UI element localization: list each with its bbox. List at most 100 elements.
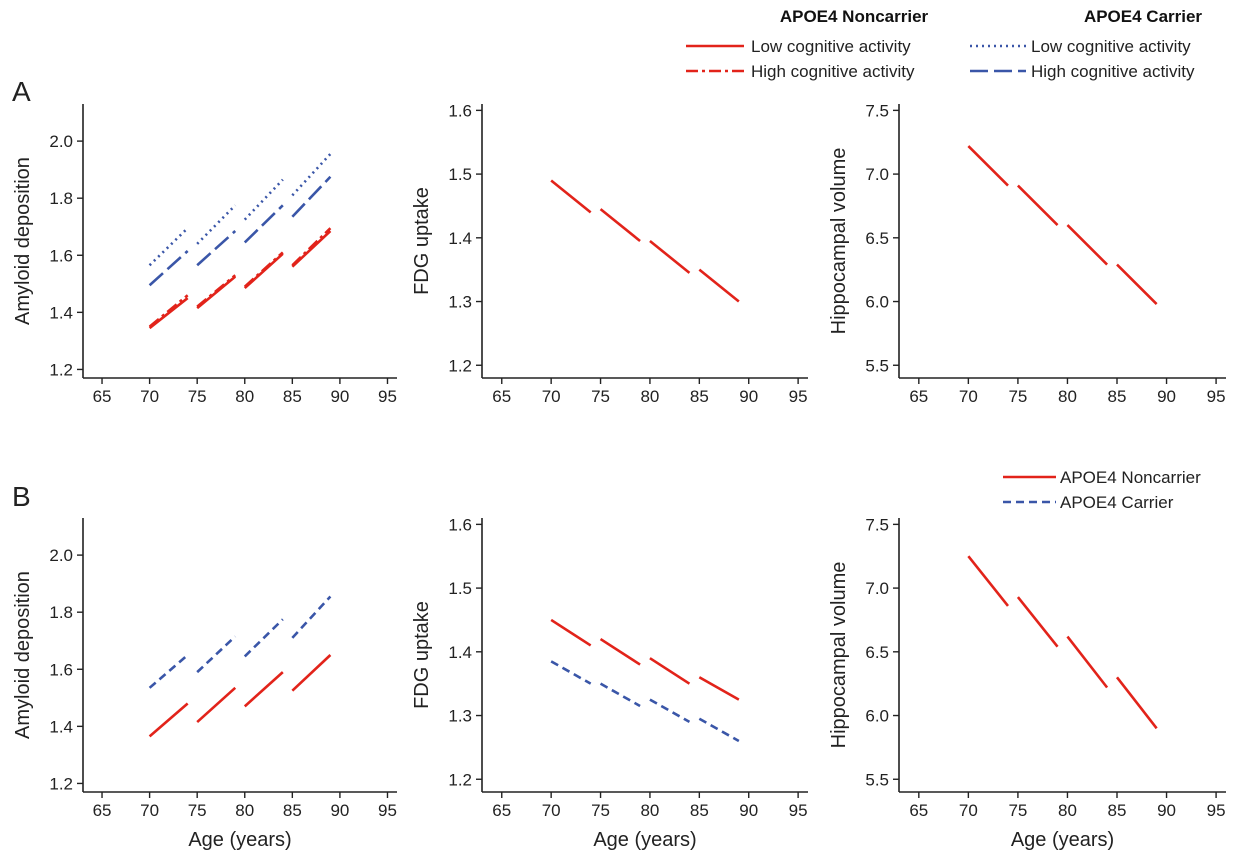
x-tick-label: 85 (283, 387, 302, 406)
line-segment-noncarrier (698, 676, 740, 701)
y-axis-title: Amyloid deposition (12, 157, 34, 325)
line-segment-noncarrier (291, 654, 332, 692)
line-segment-carrier (649, 698, 691, 724)
x-tick-label: 65 (492, 801, 511, 820)
x-axis-title: Age (years) (1011, 829, 1114, 851)
series-carrier-dotted (148, 153, 332, 267)
line-segment-carrier (550, 660, 592, 685)
line-segment-noncarrier (967, 555, 1010, 607)
x-tick-label: 90 (330, 387, 349, 406)
line-segment-noncarrier (550, 618, 592, 647)
chart-a2: 65 70 75 80 85 90 95 1.2 1.3 1.4 1.5 1.6 FDG uptake (411, 101, 808, 406)
y-tick-label: 1.8 (49, 603, 73, 622)
panel-label-a: A (12, 76, 31, 107)
line-segment-noncarrier (550, 179, 592, 214)
legend-a: APOE4 Noncarrier APOE4 Carrier Low cogni… (686, 7, 1202, 81)
legend-b-carrier-label: APOE4 Carrier (1060, 493, 1174, 512)
line-segment-noncarrier (1016, 596, 1059, 648)
y-tick-label: 2.0 (49, 132, 73, 151)
x-tick-label: 95 (1207, 801, 1226, 820)
y-tick-label: 6.5 (865, 643, 889, 662)
line-segment-carrier (196, 635, 237, 674)
x-tick-label: 85 (1108, 801, 1127, 820)
y-tick-label: 6.5 (865, 229, 889, 248)
x-tick-label: 70 (959, 801, 978, 820)
line-segment-noncarrier (243, 251, 284, 288)
x-tick-label: 85 (1108, 387, 1127, 406)
line-segment-carrier (243, 178, 284, 221)
y-tick-label: 7.0 (865, 579, 889, 598)
x-tick-label: 65 (909, 801, 928, 820)
series-noncarrier-solid (550, 618, 740, 701)
x-tick-label: 95 (1207, 387, 1226, 406)
y-tick-label: 1.3 (448, 293, 472, 312)
panel-label-b: B (12, 481, 31, 512)
y-tick-label: 5.5 (865, 356, 889, 375)
line-segment-carrier (291, 175, 332, 218)
y-tick-label: 6.0 (865, 707, 889, 726)
legend-carrier-low-label: Low cognitive activity (1031, 37, 1191, 56)
x-tick-label: 70 (140, 801, 159, 820)
line-segment-noncarrier (599, 208, 641, 243)
line-segment-noncarrier (243, 671, 284, 708)
chart-b2: 65 70 75 80 85 90 95 1.2 1.3 1.4 1.5 1.6 FDG uptake A… (411, 515, 808, 851)
x-tick-label: 65 (909, 387, 928, 406)
line-segment-noncarrier (1016, 184, 1059, 226)
y-tick-label: 7.5 (865, 101, 889, 120)
x-axis-title: Age (years) (188, 829, 291, 851)
y-tick-label: 1.2 (448, 770, 472, 789)
y-tick-label: 1.6 (448, 101, 472, 120)
series-noncarrier-dashdot (148, 227, 332, 328)
series-noncarrier-solid (967, 145, 1158, 306)
x-tick-label: 75 (591, 387, 610, 406)
x-tick-label: 85 (690, 801, 709, 820)
line-segment-carrier (148, 654, 189, 689)
y-tick-label: 7.5 (865, 515, 889, 534)
panels: 65 70 75 80 85 90 95 1.2 1.4 1.6 1.8 2.0 Amyloid dep… (12, 101, 1226, 851)
line-segment-noncarrier (148, 702, 189, 738)
x-tick-label: 85 (283, 801, 302, 820)
x-tick-label: 95 (378, 801, 397, 820)
y-tick-label: 1.2 (49, 774, 73, 793)
x-axis-title: Age (years) (593, 829, 696, 851)
line-segment-noncarrier (649, 239, 691, 274)
x-tick-label: 95 (789, 387, 808, 406)
series-noncarrier-solid (967, 555, 1158, 730)
x-tick-label: 70 (140, 387, 159, 406)
x-tick-label: 80 (235, 387, 254, 406)
x-tick-label: 65 (492, 387, 511, 406)
y-axis-title: Hippocampal volume (828, 148, 850, 335)
chart-b3: 65 70 75 80 85 90 95 5.5 6.0 6.5 7.0 7.5 Hippocampal… (828, 515, 1226, 851)
x-tick-label: 90 (739, 801, 758, 820)
y-tick-label: 1.8 (49, 189, 73, 208)
y-axis-title: FDG uptake (411, 601, 433, 709)
y-tick-label: 1.2 (49, 360, 73, 379)
y-tick-label: 1.5 (448, 579, 472, 598)
y-tick-label: 1.3 (448, 707, 472, 726)
y-tick-label: 1.2 (448, 356, 472, 375)
line-segment-carrier (243, 618, 284, 658)
y-tick-label: 1.6 (448, 515, 472, 534)
x-tick-label: 70 (959, 387, 978, 406)
line-segment-noncarrier (649, 657, 691, 685)
x-tick-label: 65 (93, 801, 112, 820)
chart-b1: 65 70 75 80 85 90 95 1.2 1.4 1.6 1.8 2.0 Amyloid dep… (12, 518, 397, 851)
y-tick-label: 7.0 (865, 165, 889, 184)
line-segment-noncarrier (967, 145, 1009, 187)
line-segment-noncarrier (1115, 676, 1158, 730)
x-tick-label: 75 (591, 801, 610, 820)
x-tick-label: 80 (640, 801, 659, 820)
y-tick-label: 6.0 (865, 293, 889, 312)
y-tick-label: 1.4 (448, 229, 472, 248)
y-tick-label: 1.4 (49, 717, 73, 736)
x-tick-label: 75 (1008, 801, 1027, 820)
line-segment-carrier (243, 204, 284, 244)
line-segment-carrier (148, 250, 189, 287)
chart-a3: 65 70 75 80 85 90 95 5.5 6.0 6.5 7.0 7.5 Hippocampal… (828, 101, 1226, 406)
chart-a1: 65 70 75 80 85 90 95 1.2 1.4 1.6 1.8 2.0 Amyloid dep… (12, 104, 397, 406)
y-tick-label: 1.6 (49, 660, 73, 679)
x-tick-label: 80 (1058, 387, 1077, 406)
y-tick-label: 2.0 (49, 546, 73, 565)
line-segment-carrier (291, 153, 332, 197)
x-tick-label: 75 (1008, 387, 1027, 406)
